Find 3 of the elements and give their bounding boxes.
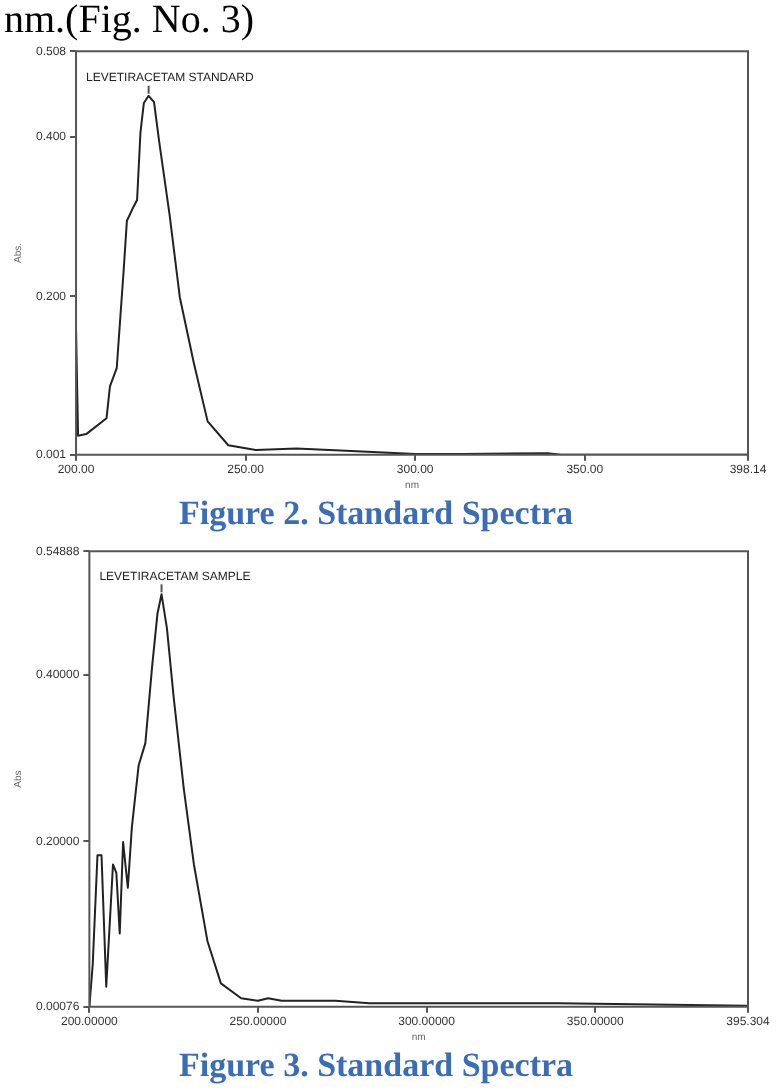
text: Figure 3. Standard Spectra bbox=[178, 1046, 575, 1085]
text: Figure 2. Standard Spectra bbox=[178, 494, 575, 533]
text: nm.(Fig. No. 3) bbox=[2, 0, 256, 42]
